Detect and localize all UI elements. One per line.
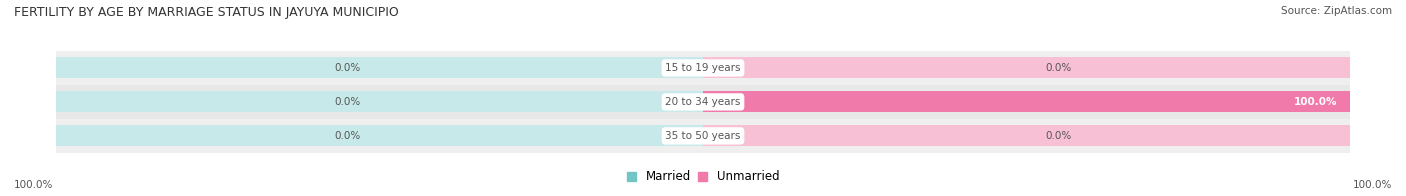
Bar xyxy=(703,91,1350,113)
Bar xyxy=(56,51,1350,85)
Text: 0.0%: 0.0% xyxy=(335,97,360,107)
Bar xyxy=(703,57,1350,78)
Text: 0.0%: 0.0% xyxy=(1046,131,1071,141)
Text: 15 to 19 years: 15 to 19 years xyxy=(665,63,741,73)
Text: 0.0%: 0.0% xyxy=(1046,63,1071,73)
Text: 20 to 34 years: 20 to 34 years xyxy=(665,97,741,107)
Text: Source: ZipAtlas.com: Source: ZipAtlas.com xyxy=(1281,6,1392,16)
Bar xyxy=(703,125,1350,146)
Text: 100.0%: 100.0% xyxy=(1353,180,1392,190)
Legend: Married, Unmarried: Married, Unmarried xyxy=(621,166,785,188)
Text: 0.0%: 0.0% xyxy=(335,63,360,73)
Bar xyxy=(56,119,1350,153)
Bar xyxy=(56,91,703,113)
Text: FERTILITY BY AGE BY MARRIAGE STATUS IN JAYUYA MUNICIPIO: FERTILITY BY AGE BY MARRIAGE STATUS IN J… xyxy=(14,6,399,19)
Bar xyxy=(703,91,1350,113)
Bar xyxy=(56,125,703,146)
Text: 35 to 50 years: 35 to 50 years xyxy=(665,131,741,141)
Text: 100.0%: 100.0% xyxy=(14,180,53,190)
Text: 100.0%: 100.0% xyxy=(1294,97,1337,107)
Bar xyxy=(56,57,703,78)
Bar xyxy=(56,85,1350,119)
Text: 0.0%: 0.0% xyxy=(335,131,360,141)
